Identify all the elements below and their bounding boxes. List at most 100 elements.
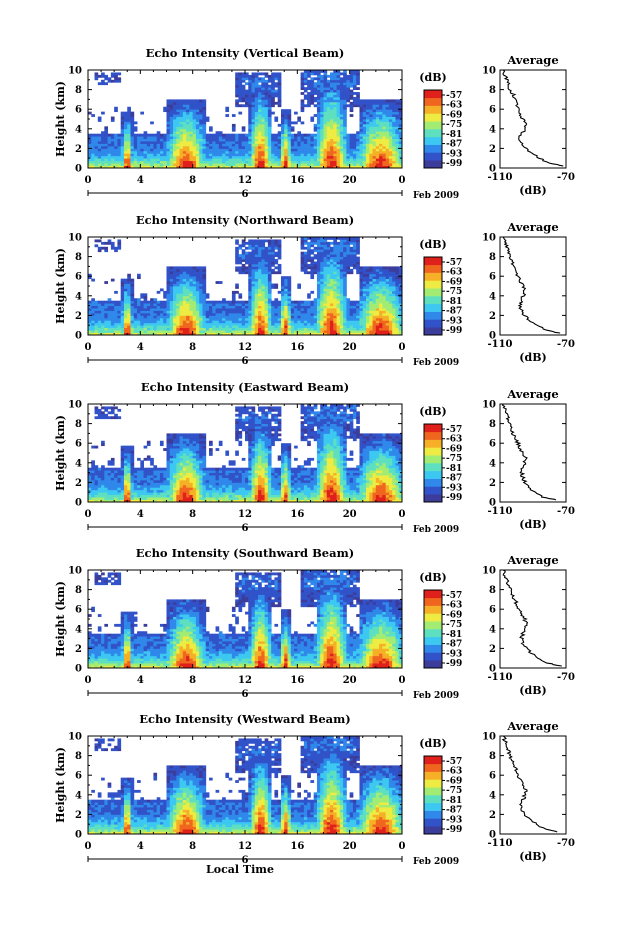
heatmap-cell [382, 295, 387, 299]
heatmap-cell [343, 237, 347, 240]
heatmap-cell [254, 158, 259, 162]
heatmap-cell [362, 278, 367, 282]
heatmap-cell [235, 327, 239, 331]
heatmap-cell [97, 308, 102, 311]
heatmap-cell [382, 111, 387, 115]
heatmap-cell [176, 155, 180, 159]
heatmap-cell [320, 293, 324, 297]
heatmap-cell [267, 305, 272, 309]
heatmap-cell [333, 263, 337, 267]
heatmap-cell [254, 87, 259, 90]
heatmap-cell [166, 290, 171, 294]
heatmap-cell [398, 128, 403, 132]
heatmap-cell [182, 305, 187, 309]
heatmap-cell [251, 133, 256, 137]
heatmap-cell [169, 330, 174, 333]
heatmap-cell [280, 153, 285, 157]
heatmap-cell [316, 312, 321, 316]
heatmap-cell [235, 158, 239, 162]
heatmap-cell [346, 246, 351, 250]
heatmap-cell [225, 315, 230, 319]
heatmap-cell [254, 160, 259, 164]
heatmap-cell [392, 138, 396, 142]
heatmap-cell [202, 133, 207, 137]
heatmap-cell [189, 133, 194, 137]
heatmap-cell [222, 141, 226, 144]
heatmap-cell [195, 99, 200, 103]
heatmap-cell [97, 330, 102, 333]
heatmap-cell [251, 278, 256, 282]
heatmap-cell [339, 133, 344, 137]
heatmap-cell [369, 155, 373, 159]
heatmap-cell [333, 143, 337, 147]
heatmap-cell [362, 290, 367, 294]
heatmap-cell [195, 138, 200, 142]
heatmap-cell [251, 153, 256, 157]
x-tick-label: 8 [189, 175, 196, 186]
heatmap-cell [297, 136, 301, 139]
heatmap-cell [140, 158, 144, 162]
heatmap-cell [143, 133, 148, 137]
heatmap-cell [395, 273, 400, 277]
heatmap-cell [212, 138, 216, 142]
heatmap-cell [366, 123, 370, 127]
heatmap-cell [330, 317, 334, 321]
heatmap-cell [176, 276, 180, 280]
heatmap-cell [356, 145, 360, 149]
heatmap-cell [261, 106, 266, 110]
heatmap-cell [385, 155, 390, 159]
heatmap-cell [284, 148, 288, 152]
heatmap-cell [156, 145, 161, 149]
heatmap-cell [320, 104, 324, 108]
heatmap-cell [150, 303, 154, 306]
heatmap-cell [182, 155, 187, 159]
heatmap-cell [362, 155, 367, 159]
heatmap-cell [274, 145, 279, 149]
heatmap-cell [120, 163, 125, 166]
heatmap-cell [359, 300, 364, 304]
heatmap-cell [209, 160, 213, 164]
heatmap-cell [264, 136, 269, 139]
heatmap-cell [231, 114, 236, 117]
heatmap-cell [199, 327, 203, 331]
heatmap-cell [137, 330, 141, 333]
heatmap-cell [238, 254, 243, 257]
heatmap-cell [307, 327, 311, 331]
heatmap-cell [385, 317, 390, 321]
y-axis-label: Height (km) [54, 81, 67, 157]
heatmap-cell [195, 276, 200, 280]
heatmap-cell [245, 332, 249, 336]
heatmap-cell [140, 160, 144, 164]
heatmap-cell [313, 330, 318, 333]
heatmap-cell [267, 298, 272, 302]
heatmap-cell [143, 153, 148, 157]
heatmap-cell [372, 320, 377, 324]
heatmap-cell [248, 303, 252, 306]
heatmap-cell [336, 317, 341, 321]
heatmap-cell [205, 315, 210, 319]
heatmap-cell [323, 303, 328, 306]
heatmap-cell [343, 89, 347, 93]
heatmap-cell [264, 131, 269, 135]
heatmap-cell [114, 77, 118, 81]
heatmap-cell [303, 104, 308, 108]
heatmap-cell [280, 315, 285, 319]
heatmap-cell [385, 150, 390, 154]
heatmap-cell [280, 330, 285, 333]
heatmap-cell [241, 158, 246, 162]
heatmap-cell [166, 317, 171, 321]
heatmap-cell [245, 165, 249, 169]
heatmap-cell [382, 300, 387, 304]
heatmap-cell [277, 315, 282, 319]
heatmap-cell [336, 82, 341, 86]
heatmap-cell [392, 155, 396, 159]
heatmap-cell [330, 155, 334, 159]
y-tick-label: 8 [75, 85, 82, 96]
heatmap-cell [195, 300, 200, 304]
heatmap-cell [316, 99, 321, 103]
heatmap-cell [222, 310, 226, 314]
heatmap-cell [395, 158, 400, 162]
heatmap-cell [352, 254, 357, 257]
heatmap-cell [199, 136, 203, 139]
heatmap-cell [362, 126, 367, 130]
